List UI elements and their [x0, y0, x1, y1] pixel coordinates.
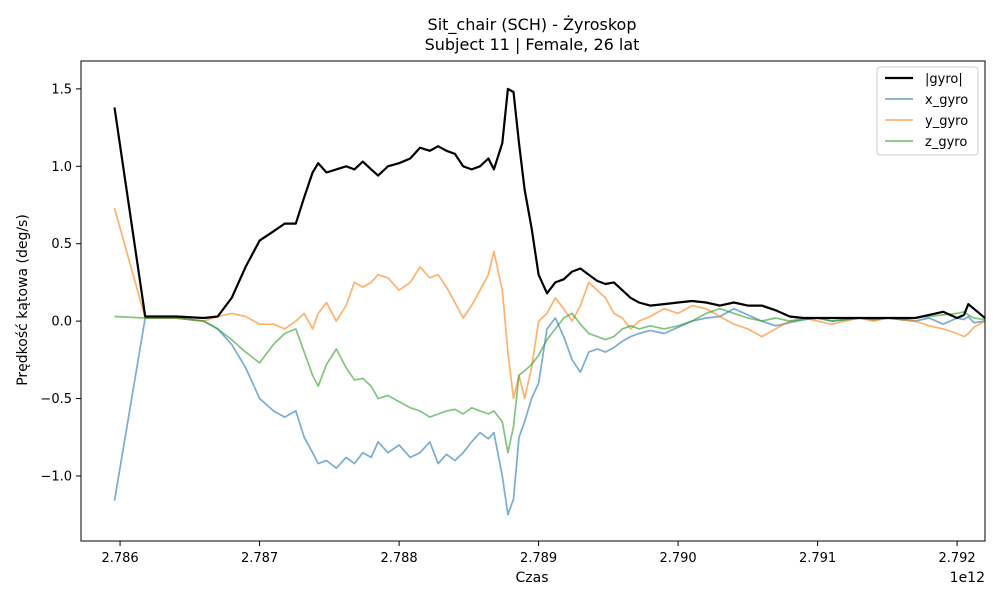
legend-box [876, 66, 979, 156]
y-tick-label: −0.5 [40, 392, 72, 407]
y-tick-label: 1.0 [51, 160, 72, 175]
series-line-y-gyro [113, 207, 985, 400]
legend: |gyro| x_gyro y_gyro z_gyro [876, 66, 979, 156]
x-tick-label: 2.786 [101, 551, 138, 566]
legend-label: |gyro| [925, 72, 963, 87]
plot-frame [80, 60, 986, 542]
x-tick-label: 2.791 [799, 551, 836, 566]
legend-label: z_gyro [925, 135, 967, 150]
chart-title: Sit_chair (SCH) - Żyroskop [428, 15, 637, 35]
y-tick-label: 0.0 [51, 315, 72, 330]
x-axis-offset-label: 1e12 [950, 570, 985, 586]
series-layer [113, 87, 985, 516]
series-line-gyro [113, 87, 985, 320]
x-tick-label: 2.789 [520, 551, 557, 566]
y-axis: −1.0 −0.5 0.0 0.5 1.0 1.5 [40, 82, 81, 484]
y-tick-label: 0.5 [51, 237, 72, 252]
x-tick-label: 2.788 [380, 551, 417, 566]
x-tick-label: 2.787 [241, 551, 278, 566]
legend-label: x_gyro [925, 93, 968, 108]
y-axis-label: Prędkość kątowa (deg/s) [15, 214, 31, 386]
chart-subtitle: Subject 11 | Female, 26 lat [425, 35, 640, 54]
x-tick-label: 2.792 [938, 551, 975, 566]
y-tick-label: 1.5 [51, 82, 72, 97]
y-tick-label: −1.0 [40, 469, 72, 484]
x-axis-label: Czas [516, 570, 549, 586]
x-axis: 2.786 2.787 2.788 2.789 2.790 2.791 2.792 [101, 541, 976, 566]
legend-label: y_gyro [925, 114, 968, 129]
x-tick-label: 2.790 [659, 551, 696, 566]
